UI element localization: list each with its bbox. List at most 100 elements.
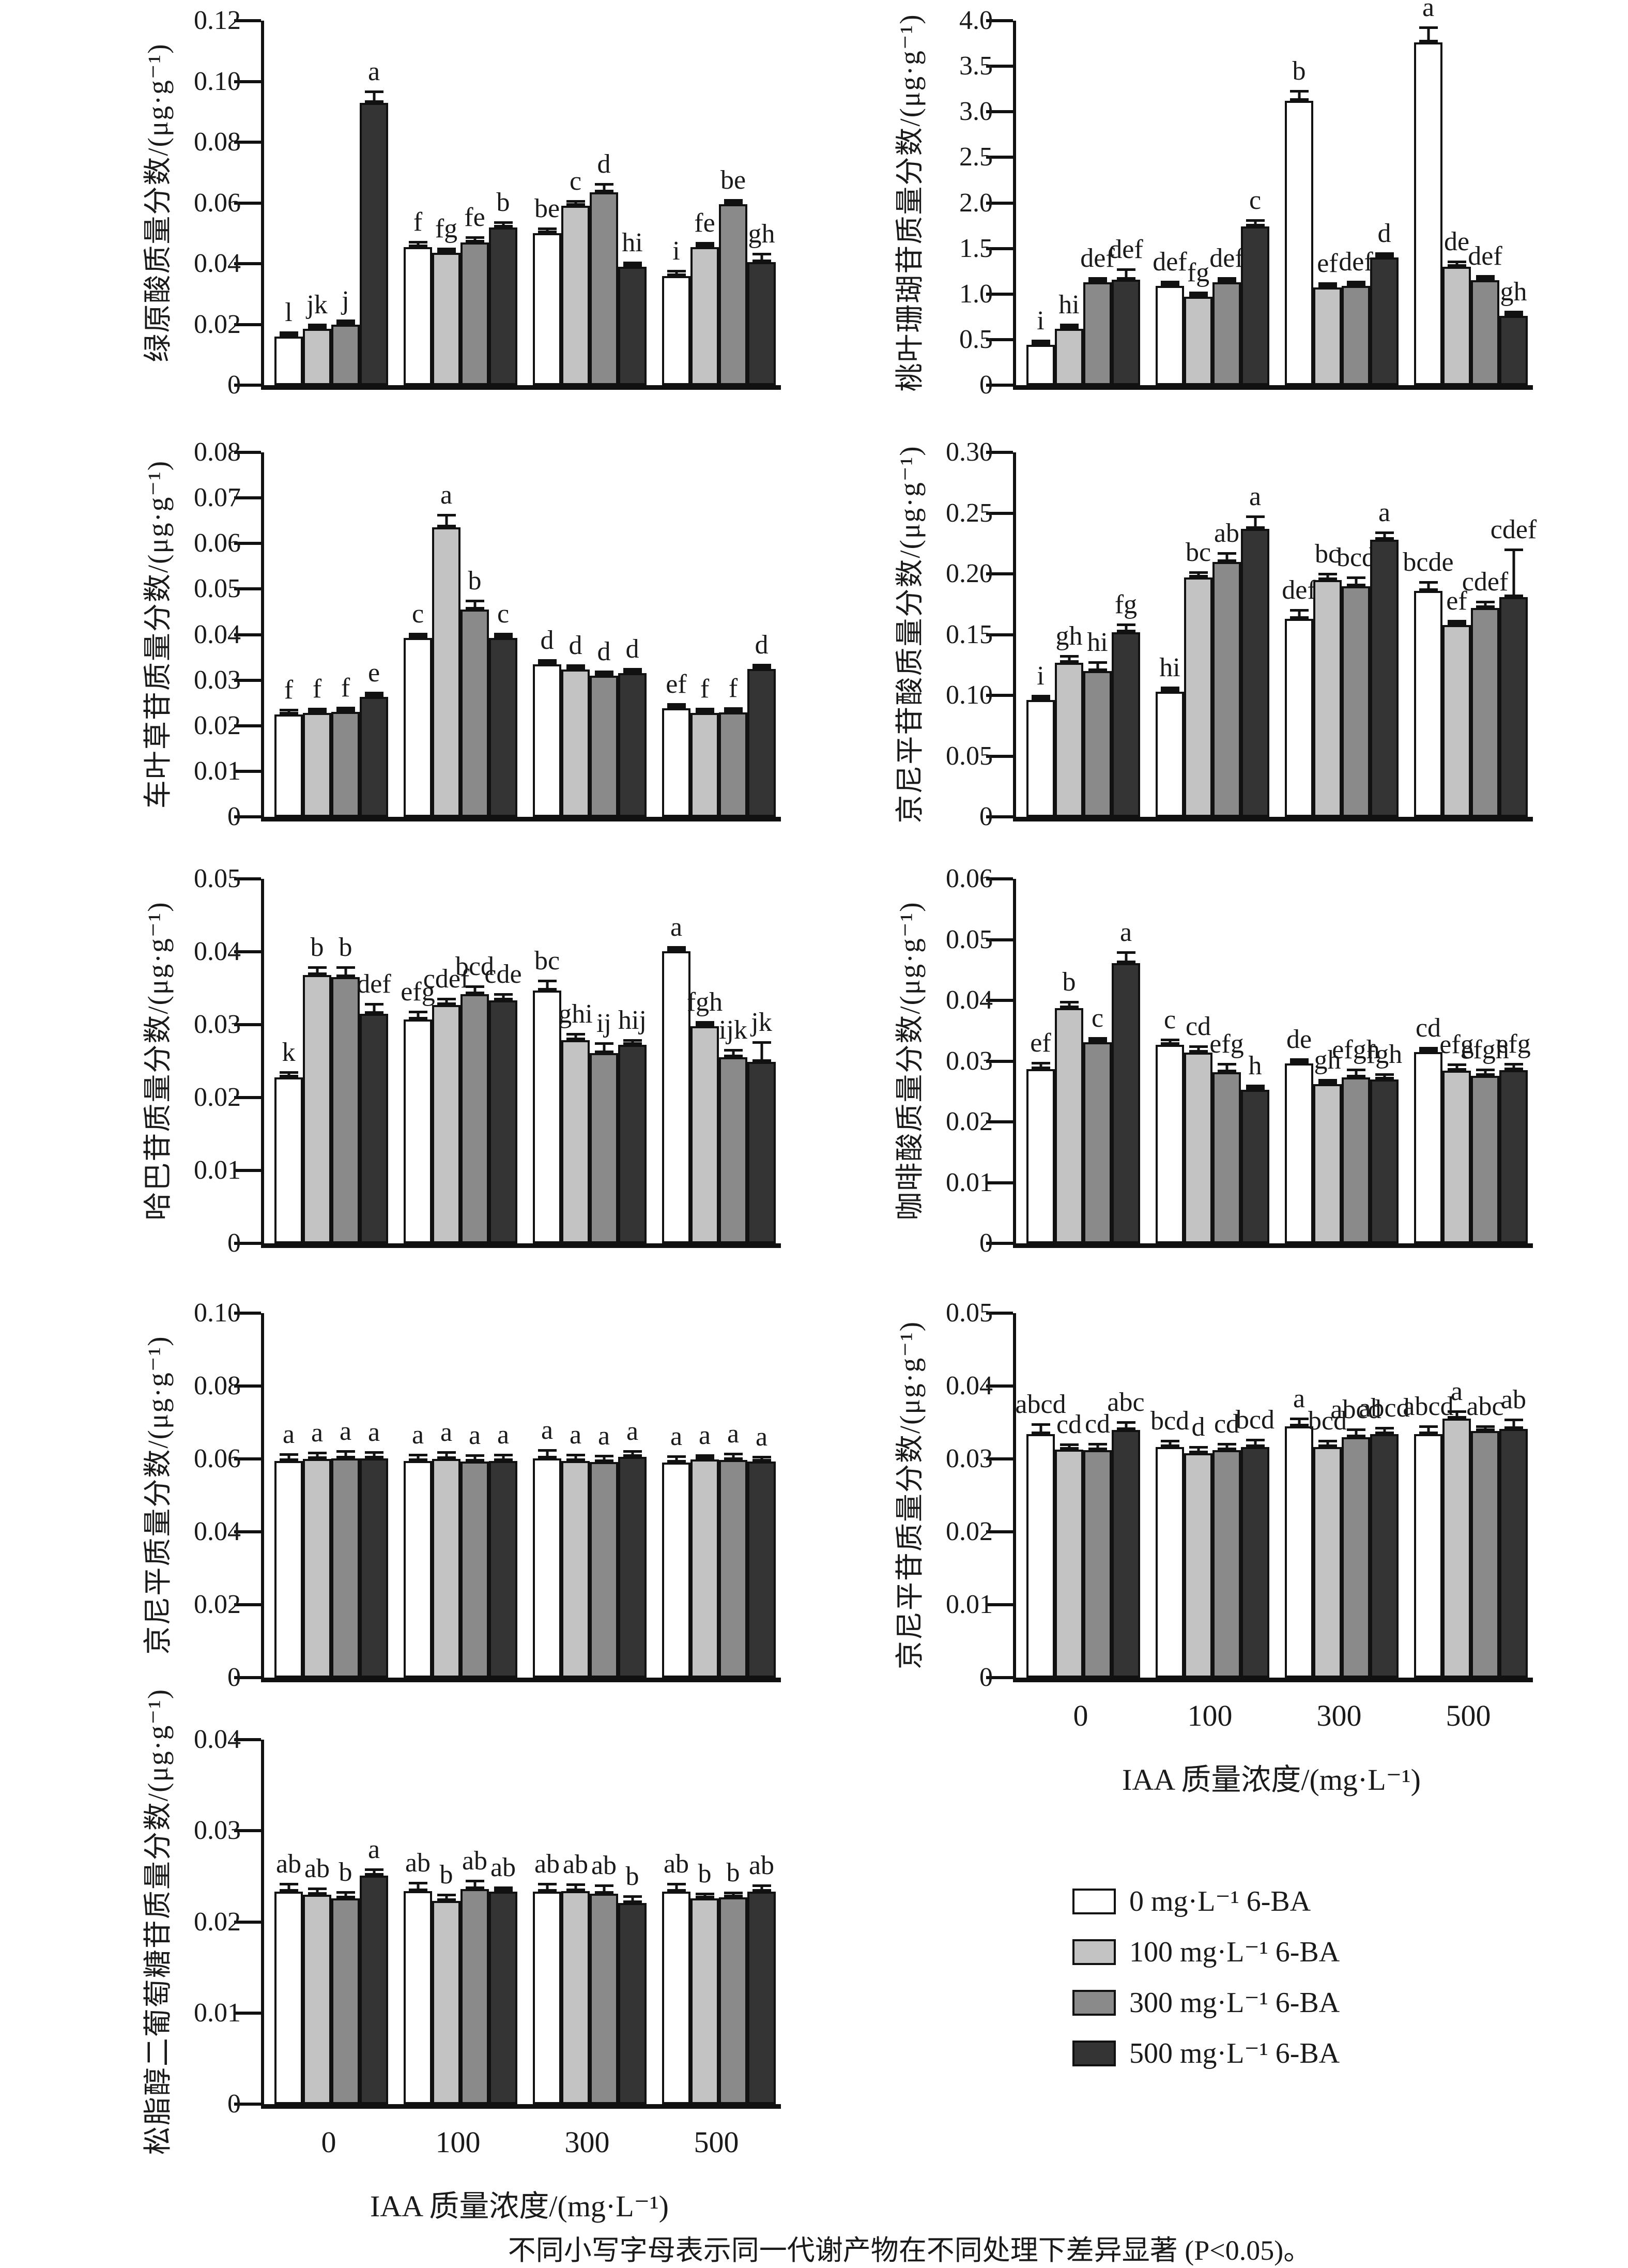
- sig-letter: gh: [1500, 277, 1527, 307]
- y-tick: [234, 1457, 261, 1460]
- sig-letter: k: [282, 1038, 296, 1068]
- y-tick-label: 0.02: [194, 710, 241, 740]
- y-tick-label: 2.0: [959, 188, 993, 218]
- sig-letter: a: [440, 1417, 453, 1447]
- error-bar: [724, 1453, 743, 1460]
- error-bar: [1289, 1058, 1309, 1064]
- bar: [1083, 282, 1112, 385]
- y-tick-label: 2.5: [959, 142, 993, 172]
- error-bar: [408, 240, 427, 247]
- sig-letter: cd: [1185, 1011, 1211, 1041]
- error-bar: [1419, 1046, 1438, 1052]
- bar: [1313, 287, 1342, 385]
- y-tick-label: 0: [227, 1228, 241, 1258]
- y-tick: [986, 19, 1013, 22]
- error-bar: [1088, 277, 1107, 282]
- bar: [1212, 1450, 1241, 1678]
- y-tick: [234, 2103, 261, 2106]
- error-bar: [364, 1002, 383, 1014]
- bar: [662, 1463, 690, 1678]
- error-bar: [594, 1042, 613, 1053]
- sig-letter: j: [342, 285, 349, 315]
- sig-letter: ab: [462, 1846, 488, 1876]
- sig-letter: a: [569, 1420, 582, 1450]
- sig-letter: f: [312, 674, 322, 704]
- y-tick: [234, 724, 261, 727]
- y-tick-label: 0.04: [946, 1371, 993, 1401]
- sig-letter: h: [1248, 1051, 1262, 1080]
- y-tick: [234, 262, 261, 265]
- error-bar: [752, 253, 771, 263]
- bar: [662, 708, 690, 817]
- error-bar: [1246, 1084, 1265, 1090]
- sig-letter: b: [468, 566, 482, 596]
- bar: [1083, 1450, 1112, 1678]
- y-tick: [234, 1312, 261, 1315]
- sig-letter: abcd: [1359, 1393, 1410, 1423]
- y-tick-label: 0.01: [194, 1155, 241, 1185]
- error-bar: [1419, 26, 1438, 43]
- error-bar: [1088, 1037, 1107, 1043]
- y-tick: [986, 1457, 1013, 1460]
- y-tick: [234, 1096, 261, 1099]
- sig-letter: f: [284, 675, 294, 705]
- bar: [1083, 1042, 1112, 1243]
- y-tick: [986, 1384, 1013, 1388]
- error-bar: [336, 966, 355, 978]
- bar: [1212, 1072, 1241, 1243]
- error-bar: [566, 200, 585, 206]
- sig-letter: ab: [490, 1852, 516, 1882]
- bar: [1241, 529, 1269, 817]
- y-tick: [986, 338, 1013, 341]
- error-bar: [336, 1891, 355, 1898]
- bar: [1442, 1071, 1471, 1243]
- sig-letter: efg: [1496, 1029, 1531, 1059]
- x-axis-label: IAA 质量浓度/(mg·L⁻¹): [1122, 1763, 1421, 1797]
- error-bar: [1346, 1428, 1365, 1437]
- bar: [489, 1892, 517, 2104]
- sig-letter: b: [339, 1857, 352, 1887]
- error-bar: [724, 1048, 743, 1058]
- bar: [1313, 1084, 1342, 1243]
- bar: [460, 1461, 489, 1678]
- legend-swatch-500mg: [1072, 2040, 1116, 2066]
- x-tick-label: 300: [564, 2125, 610, 2159]
- error-bar: [1476, 600, 1495, 608]
- error-bar: [408, 1881, 427, 1891]
- y-tick: [234, 587, 261, 591]
- y-tick: [986, 1242, 1013, 1245]
- sig-letter: f: [341, 673, 350, 703]
- bar: [747, 668, 776, 817]
- y-tick-label: 0: [227, 802, 241, 831]
- y-tick: [234, 950, 261, 953]
- error-bar: [336, 1450, 355, 1458]
- error-bar: [1246, 219, 1265, 227]
- error-bar: [667, 269, 686, 276]
- sig-letter: abcd: [1330, 1394, 1381, 1424]
- x-tick-label: 300: [1316, 1699, 1362, 1732]
- y-tick-label: 0.04: [194, 1725, 241, 1754]
- y-tick: [986, 1603, 1013, 1606]
- bar: [747, 1061, 776, 1243]
- y-tick-label: 0.02: [946, 1517, 993, 1546]
- error-bar: [695, 241, 714, 247]
- error-bar: [1504, 548, 1523, 597]
- y-tick-label: 0: [227, 370, 241, 400]
- bar: [1156, 285, 1184, 385]
- sig-letter: fg: [1114, 590, 1138, 620]
- x-tick-label: 100: [1187, 1699, 1233, 1732]
- x-tick-label: 0: [1073, 1699, 1088, 1732]
- sig-letter: ab: [1500, 1385, 1527, 1415]
- bar: [489, 1000, 517, 1243]
- y-tick-label: 0.01: [946, 1590, 993, 1619]
- bar: [1026, 1434, 1055, 1678]
- sig-letter: b: [310, 933, 324, 963]
- y-tick-label: 0.08: [194, 127, 241, 157]
- error-bar: [623, 1450, 642, 1457]
- bar: [1370, 1434, 1399, 1678]
- bar: [1184, 1053, 1212, 1243]
- error-bar: [465, 1454, 484, 1462]
- error-bar: [752, 663, 771, 669]
- y-tick: [986, 633, 1013, 636]
- y-tick-label: 0.02: [194, 1590, 241, 1619]
